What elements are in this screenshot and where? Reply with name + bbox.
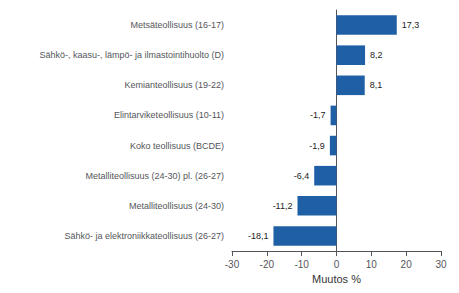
svg-text:Metsäteollisuus (16-17): Metsäteollisuus (16-17) bbox=[130, 20, 224, 30]
svg-text:-1,9: -1,9 bbox=[309, 141, 325, 151]
svg-text:30: 30 bbox=[435, 259, 447, 270]
svg-text:0: 0 bbox=[334, 259, 340, 270]
svg-text:Metalliteollisuus (24-30): Metalliteollisuus (24-30) bbox=[129, 201, 224, 211]
svg-text:-18,1: -18,1 bbox=[248, 231, 269, 241]
svg-text:Sähkö-, kaasu-, lämpö- ja ilma: Sähkö-, kaasu-, lämpö- ja ilmastointihuo… bbox=[39, 50, 224, 60]
svg-text:8,1: 8,1 bbox=[370, 80, 383, 90]
svg-text:Elintarviketeollisuus (10-11): Elintarviketeollisuus (10-11) bbox=[114, 110, 224, 120]
svg-text:-20: -20 bbox=[260, 259, 275, 270]
svg-text:20: 20 bbox=[401, 259, 413, 270]
svg-text:-10: -10 bbox=[294, 259, 309, 270]
svg-text:Koko teollisuus (BCDE): Koko teollisuus (BCDE) bbox=[130, 141, 224, 151]
svg-text:-1,7: -1,7 bbox=[310, 110, 326, 120]
svg-text:-6,4: -6,4 bbox=[294, 171, 310, 181]
svg-text:Metalliteollisuus (24-30) pl.: Metalliteollisuus (24-30) pl. (26-27) bbox=[85, 171, 224, 181]
svg-text:Sähkö- ja elektroniikkateollis: Sähkö- ja elektroniikkateollisuus (26-27… bbox=[64, 231, 224, 241]
svg-text:-11,2: -11,2 bbox=[273, 201, 293, 211]
svg-text:Kemianteollisuus (19-22): Kemianteollisuus (19-22) bbox=[124, 80, 224, 90]
svg-text:17,3: 17,3 bbox=[402, 20, 420, 30]
svg-text:10: 10 bbox=[366, 259, 378, 270]
svg-text:Muutos %: Muutos % bbox=[312, 273, 361, 285]
svg-text:-30: -30 bbox=[225, 259, 240, 270]
svg-text:8,2: 8,2 bbox=[370, 50, 383, 60]
